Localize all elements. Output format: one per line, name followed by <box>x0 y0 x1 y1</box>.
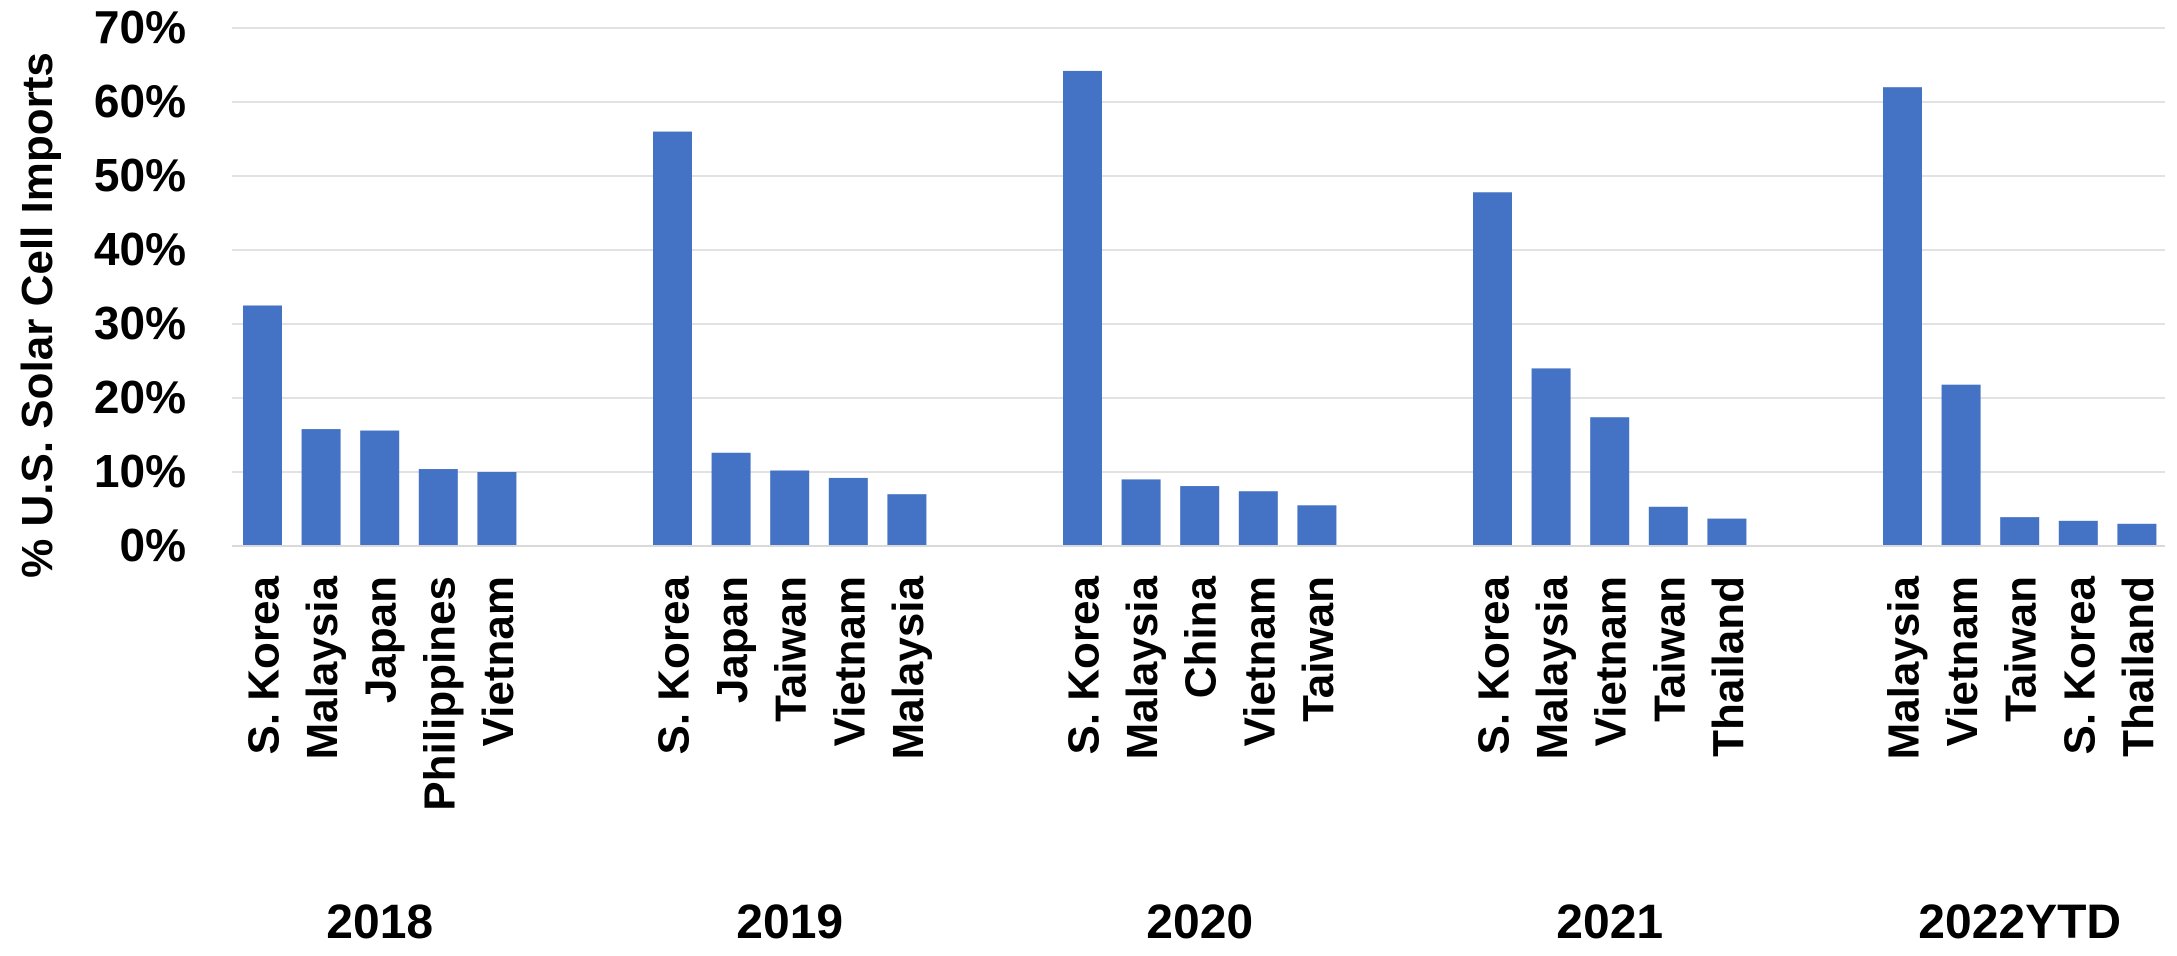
bar <box>301 429 341 546</box>
x-tick-label: Taiwan <box>1997 576 2046 722</box>
bar <box>477 472 517 546</box>
x-tick-label: Thailand <box>2114 576 2163 757</box>
x-tick-label: Vietnam <box>474 576 523 746</box>
bar <box>711 452 751 546</box>
x-tick-label: Malaysia <box>298 575 347 759</box>
bar <box>1590 417 1630 546</box>
x-tick-label: S. Korea <box>2055 575 2104 754</box>
group-label: 2021 <box>1556 896 1663 949</box>
group-label: 2019 <box>736 896 843 949</box>
bar <box>243 305 282 546</box>
x-tick-label: Japan <box>357 576 406 703</box>
y-tick-label: 50% <box>94 149 186 201</box>
x-category-labels: S. Korea Malaysia Japan Philippines Vietnam S… <box>240 575 2163 810</box>
x-tick-label: Japan <box>708 576 757 703</box>
bar <box>2117 523 2157 546</box>
bar <box>1941 384 1981 546</box>
x-tick-label: Malaysia <box>1528 575 1577 759</box>
y-tick-label: 70% <box>94 1 186 53</box>
bar <box>1238 491 1278 546</box>
x-tick-label: China <box>1177 575 1226 698</box>
x-tick-label: Philippines <box>415 576 464 811</box>
x-tick-label: Vietnam <box>825 576 874 746</box>
x-tick-label: S. Korea <box>1060 575 1109 754</box>
y-tick-label: 30% <box>94 297 186 349</box>
x-tick-label: Taiwan <box>1294 576 1343 722</box>
y-axis-label: % U.S. Solar Cell Imports <box>13 52 62 578</box>
x-tick-label: Thailand <box>1704 576 1753 757</box>
bar <box>1707 518 1747 546</box>
bars <box>243 70 2157 547</box>
group-label: 2020 <box>1146 896 1253 949</box>
x-tick-label: Taiwan <box>1645 576 1694 722</box>
x-tick-label: S. Korea <box>240 575 289 754</box>
bar <box>1648 506 1688 546</box>
x-tick-label: Malaysia <box>1880 575 1929 759</box>
bar <box>653 131 692 546</box>
bar <box>2000 517 2040 546</box>
bar <box>828 477 868 546</box>
group-label: 2018 <box>326 896 433 949</box>
bar <box>887 494 927 546</box>
x-tick-label: Vietnam <box>1235 576 1284 746</box>
x-tick-label: Taiwan <box>767 576 816 722</box>
y-tick-label: 60% <box>94 75 186 127</box>
bar <box>1121 479 1161 546</box>
bar <box>1473 192 1512 546</box>
bar <box>2058 520 2098 546</box>
bar <box>1180 486 1220 546</box>
bar <box>1297 505 1337 546</box>
x-tick-label: Malaysia <box>1118 575 1167 759</box>
y-axis-ticks: 0% 10% 20% 30% 40% 50% 60% 70% <box>94 1 186 571</box>
y-tick-label: 40% <box>94 223 186 275</box>
gridlines <box>232 27 2165 547</box>
x-tick-label: Malaysia <box>884 575 933 759</box>
x-group-labels: 2018 2019 2020 2021 2022YTD <box>326 896 2121 949</box>
x-tick-label: Vietnam <box>1938 576 1987 746</box>
bar <box>770 470 810 546</box>
bar <box>418 469 458 546</box>
y-tick-label: 20% <box>94 371 186 423</box>
x-tick-label: S. Korea <box>650 575 699 754</box>
bar <box>360 430 400 546</box>
x-tick-label: S. Korea <box>1470 575 1519 754</box>
y-tick-label: 0% <box>120 519 186 571</box>
x-tick-label: Vietnam <box>1587 576 1636 746</box>
group-label: 2022YTD <box>1918 896 2121 949</box>
y-tick-label: 10% <box>94 445 186 497</box>
bar <box>1883 87 1922 546</box>
bar <box>1531 368 1571 546</box>
bar <box>1063 70 1102 547</box>
